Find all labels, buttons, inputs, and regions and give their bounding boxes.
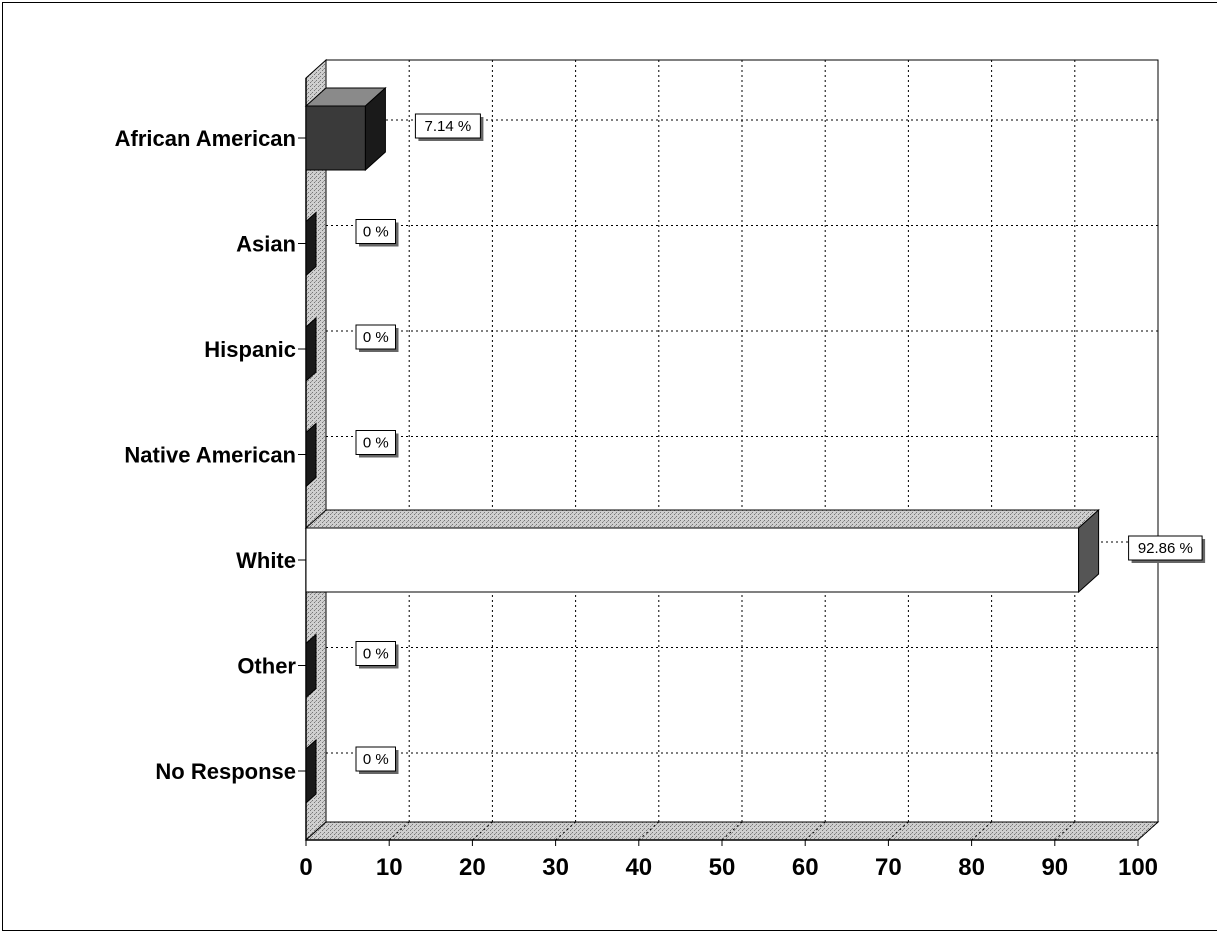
- x-tick-label: 60: [792, 854, 819, 881]
- category-label: Asian: [236, 232, 296, 257]
- data-label: 0 %: [363, 435, 389, 452]
- x-tick-label: 10: [376, 854, 403, 881]
- category-label: Other: [237, 654, 296, 679]
- bar-zero: [306, 740, 316, 803]
- x-tick-label: 0: [299, 854, 312, 881]
- data-label: 0 %: [363, 751, 389, 768]
- bar-zero: [306, 424, 316, 487]
- data-label: 0 %: [363, 329, 389, 346]
- x-tick-label: 90: [1041, 854, 1068, 881]
- bar: [306, 106, 365, 170]
- category-label: Hispanic: [204, 337, 296, 362]
- x-tick-label: 100: [1118, 854, 1158, 881]
- x-tick-label: 50: [709, 854, 736, 881]
- x-tick-label: 70: [875, 854, 902, 881]
- data-label: 7.14 %: [425, 118, 472, 135]
- bar-top: [306, 510, 1099, 528]
- data-label: 0 %: [363, 224, 389, 241]
- data-label: 92.86 %: [1138, 540, 1193, 557]
- bar-zero: [306, 213, 316, 276]
- x-tick-label: 80: [958, 854, 985, 881]
- category-label: White: [236, 548, 296, 573]
- data-label: 0 %: [363, 646, 389, 663]
- category-label: No Response: [155, 759, 296, 784]
- bar-zero: [306, 635, 316, 698]
- bar-zero: [306, 318, 316, 381]
- category-label: African American: [115, 126, 296, 151]
- x-tick-label: 40: [625, 854, 652, 881]
- category-label: Native American: [124, 443, 296, 468]
- bar: [306, 528, 1079, 592]
- floor: [306, 822, 1158, 840]
- x-tick-label: 20: [459, 854, 486, 881]
- x-tick-label: 30: [542, 854, 569, 881]
